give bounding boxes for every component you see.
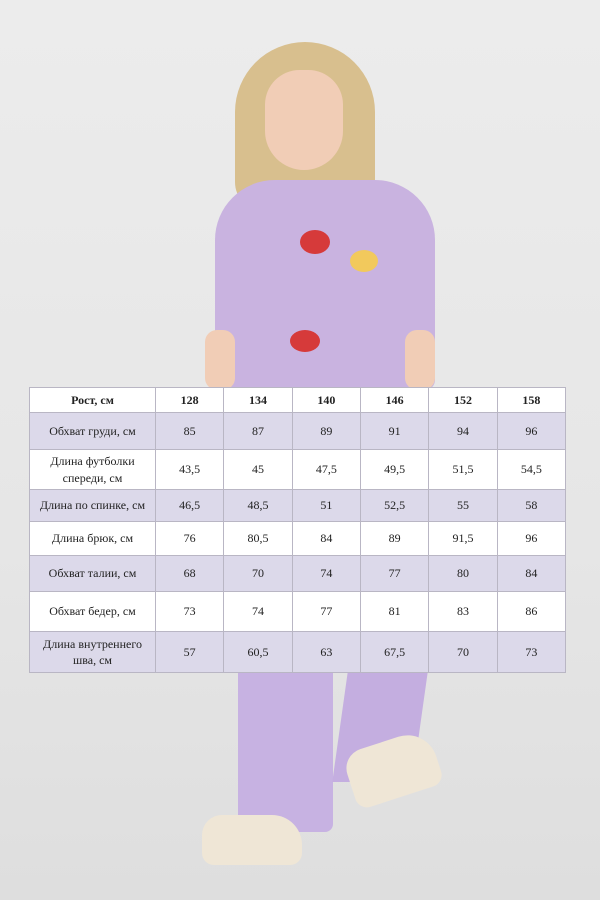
table-cell: 57 (154, 631, 225, 673)
arm-left (205, 330, 235, 390)
face (265, 70, 343, 170)
trouser-left (238, 672, 333, 832)
header-cell: 140 (291, 387, 361, 413)
table-cell: 84 (496, 555, 567, 592)
print-dot (350, 250, 378, 272)
table-cell: 67,5 (359, 631, 430, 673)
table-row: Длина брюк, см 76 80,5 84 89 91,5 96 (29, 521, 567, 556)
table-cell: 68 (154, 555, 225, 592)
row-label: Обхват бедер, см (29, 591, 156, 632)
table-cell: 70 (223, 555, 293, 592)
header-cell: 152 (428, 387, 498, 413)
table-cell: 55 (428, 489, 498, 522)
t-shirt (215, 180, 435, 390)
table-row: Длина по спинке, см 46,5 48,5 51 52,5 55 58 (29, 489, 567, 522)
table-cell: 83 (428, 591, 498, 632)
table-cell: 77 (291, 591, 361, 632)
header-cell: 128 (154, 387, 225, 413)
table-cell: 58 (496, 489, 567, 522)
table-cell: 89 (359, 521, 430, 556)
table-cell: 73 (154, 591, 225, 632)
table-cell: 87 (223, 412, 293, 450)
table-cell: 51 (291, 489, 361, 522)
table-cell: 96 (496, 521, 567, 556)
table-cell: 48,5 (223, 489, 293, 522)
table-row: Длина внутреннего шва, см 57 60,5 63 67,5 70 7… (29, 631, 567, 673)
row-label: Длина футболки спереди, см (29, 449, 156, 490)
header-cell: 134 (223, 387, 293, 413)
table-cell: 63 (291, 631, 361, 673)
table-cell: 84 (291, 521, 361, 556)
table-row: Обхват бедер, см 73 74 77 81 83 86 (29, 591, 567, 632)
table-cell: 51,5 (428, 449, 498, 490)
header-cell: Рост, см (29, 387, 156, 413)
table-cell: 47,5 (291, 449, 361, 490)
table-cell: 80,5 (223, 521, 293, 556)
row-label: Длина по спинке, см (29, 489, 156, 522)
print-dot (290, 330, 320, 352)
row-label: Обхват талии, см (29, 555, 156, 592)
table-cell: 54,5 (496, 449, 567, 490)
table-cell: 45 (223, 449, 293, 490)
table-cell: 60,5 (223, 631, 293, 673)
print-dot (300, 230, 330, 254)
table-header-row: Рост, см 128 134 140 146 152 158 (29, 387, 567, 413)
table-cell: 91,5 (428, 521, 498, 556)
table-cell: 86 (496, 591, 567, 632)
table-cell: 85 (154, 412, 225, 450)
row-label: Обхват груди, см (29, 412, 156, 450)
table-cell: 43,5 (154, 449, 225, 490)
table-cell: 94 (428, 412, 498, 450)
table-cell: 49,5 (359, 449, 430, 490)
table-cell: 81 (359, 591, 430, 632)
arm-right (405, 330, 435, 390)
table-cell: 80 (428, 555, 498, 592)
table-cell: 77 (359, 555, 430, 592)
header-cell: 158 (496, 387, 567, 413)
shoe-left (202, 815, 302, 865)
table-cell: 91 (359, 412, 430, 450)
table-cell: 89 (291, 412, 361, 450)
header-cell: 146 (359, 387, 430, 413)
table-cell: 46,5 (154, 489, 225, 522)
table-cell: 73 (496, 631, 567, 673)
table-cell: 96 (496, 412, 567, 450)
table-cell: 74 (223, 591, 293, 632)
table-cell: 74 (291, 555, 361, 592)
row-label: Длина внутреннего шва, см (29, 631, 156, 673)
table-cell: 52,5 (359, 489, 430, 522)
table-row: Длина футболки спереди, см 43,5 45 47,5 49,5… (29, 449, 567, 490)
table-row: Обхват груди, см 85 87 89 91 94 96 (29, 412, 567, 450)
table-cell: 76 (154, 521, 225, 556)
table-cell: 70 (428, 631, 498, 673)
table-row: Обхват талии, см 68 70 74 77 80 84 (29, 555, 567, 592)
row-label: Длина брюк, см (29, 521, 156, 556)
size-chart-table: Рост, см 128 134 140 146 152 158 Обхват … (29, 387, 567, 673)
